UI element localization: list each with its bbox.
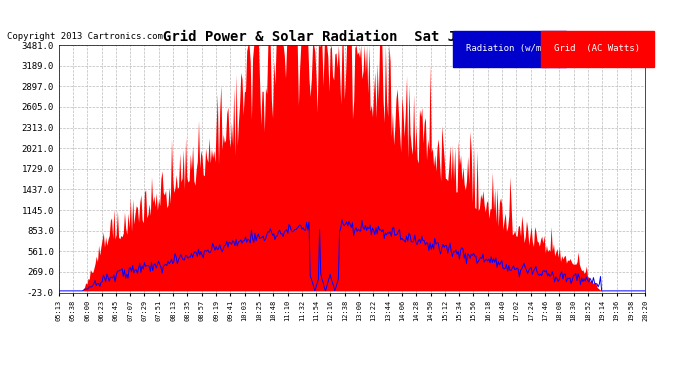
Text: Radiation (w/m2): Radiation (w/m2) — [466, 44, 552, 53]
Title: Grid Power & Solar Radiation  Sat Jun 8 20:24: Grid Power & Solar Radiation Sat Jun 8 2… — [164, 30, 540, 44]
Text: Copyright 2013 Cartronics.com: Copyright 2013 Cartronics.com — [7, 32, 163, 41]
Text: Grid  (AC Watts): Grid (AC Watts) — [554, 44, 640, 53]
